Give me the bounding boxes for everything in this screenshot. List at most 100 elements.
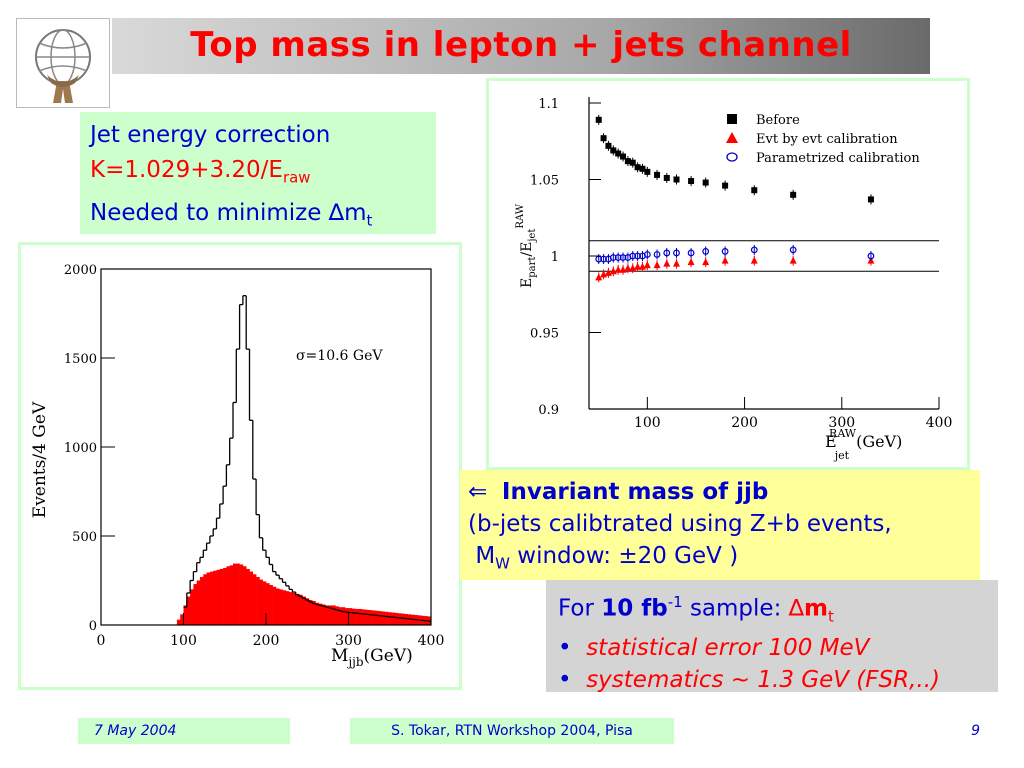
cal-point-before <box>867 196 874 203</box>
cal-point-before <box>688 178 695 185</box>
hist-bar <box>398 613 402 625</box>
cal-x-tick-label: 200 <box>731 415 758 431</box>
hist-bar <box>219 568 224 625</box>
hist-bar <box>328 605 333 625</box>
hist-bar <box>200 576 204 625</box>
hist-bar <box>358 608 362 625</box>
hist-bar <box>305 598 310 625</box>
hist-x-tick-label: 300 <box>335 633 362 649</box>
hist-xlabel-main: M <box>331 646 348 666</box>
cal-point-before <box>751 187 758 194</box>
hist-bar <box>332 605 336 625</box>
minimize-text: Needed to minimize <box>90 199 329 226</box>
legend-circle-icon <box>726 152 738 162</box>
hist-bar <box>272 586 277 625</box>
hist-bar <box>206 572 211 625</box>
hist-bar <box>266 583 270 625</box>
formula-main: K=1.029+3.20/E <box>90 157 283 183</box>
hist-bar <box>236 563 240 625</box>
mw-sub: W <box>495 554 510 573</box>
hist-bar <box>322 604 326 625</box>
hist-bar <box>341 607 346 625</box>
cal-point-evt <box>702 258 710 266</box>
mjjb-histogram-panel: 0 100 200 300 400 0 500 1000 1500 2000 Events/4 G… <box>18 242 462 690</box>
hist-bar <box>256 576 260 625</box>
cal-point-before <box>620 153 627 160</box>
hist-bar <box>381 611 386 625</box>
cal-point-before <box>722 182 729 189</box>
hist-bar <box>239 564 244 625</box>
sample-text: sample: <box>682 595 789 622</box>
cal-point-evt <box>721 256 729 264</box>
hist-bar <box>292 592 296 625</box>
sigma-annotation: σ=10.6 GeV <box>296 348 383 364</box>
cal-point-param <box>629 252 637 260</box>
hist-bar <box>368 610 372 625</box>
cal-point-param <box>619 254 627 261</box>
calibration-note: (b-jets calibtrated using Z+b events, <box>468 511 892 537</box>
cal-point-param <box>609 254 617 261</box>
jet-correction-heading: Jet energy correction <box>90 122 331 148</box>
hist-bar <box>388 612 392 625</box>
invariant-heading-line: ⇐ Invariant mass of jjb <box>468 476 972 508</box>
hist-bar <box>374 610 379 625</box>
cal-point-before <box>634 164 641 171</box>
hist-bar <box>216 569 221 625</box>
legend-label: Before <box>756 113 800 128</box>
hist-xlabel-unit: (GeV) <box>364 646 413 666</box>
cal-y-axis-label: Epart/EjetRAW <box>515 203 538 288</box>
hist-x-axis-label: Mjjb(GeV) <box>331 646 413 669</box>
cal-ylabel-sub1: part <box>527 257 538 278</box>
hist-bar <box>193 584 197 625</box>
cal-point-param <box>653 251 661 258</box>
hist-bar <box>223 568 227 625</box>
cal-xlabel-sub: jet <box>833 449 850 462</box>
cal-x-tick-label: 300 <box>828 415 855 431</box>
cal-point-before <box>644 168 651 175</box>
cal-point-evt <box>595 273 603 281</box>
cal-y-tick-label: 1 <box>551 250 559 265</box>
legend-square-icon <box>727 114 737 124</box>
correction-formula: K=1.029+3.20/Eraw <box>90 153 426 196</box>
t-subscript: t <box>366 211 373 230</box>
formula-sub: raw <box>282 168 311 187</box>
hist-bar <box>361 609 366 625</box>
cal-ylabel-sup: RAW <box>515 203 526 228</box>
hist-bar <box>325 605 329 625</box>
hist-bar <box>401 613 405 625</box>
hist-bar <box>348 608 353 625</box>
calibration-chart-panel: 100 200 300 400 0.9 0.95 1 1.05 1.1 Epart/EjetRA… <box>486 78 970 470</box>
mw-window-line: MW window: ±20 GeV ) <box>468 540 972 580</box>
cal-xlabel-sup: RAW <box>829 427 857 440</box>
cal-point-before <box>624 158 631 165</box>
hist-bar <box>233 563 237 625</box>
cal-legend: Before Evt by evt calibration Parametrized… <box>726 113 920 166</box>
hist-x-tick-label: 0 <box>97 633 106 649</box>
hist-bar <box>407 614 412 625</box>
cal-y-tick-label: 1.1 <box>538 97 559 112</box>
cal-point-param <box>634 252 642 260</box>
cal-xlabel-main: E <box>825 432 837 451</box>
slide-title: Top mass in lepton + jets channel <box>190 25 852 65</box>
cal-point-evt <box>673 259 680 267</box>
atlas-logo <box>16 18 110 108</box>
cal-point-param <box>867 252 875 260</box>
cal-point-before <box>663 174 670 181</box>
for-text: For <box>558 595 602 622</box>
cal-point-param <box>614 254 622 261</box>
hist-bar <box>176 619 181 625</box>
hist-bar <box>312 600 316 625</box>
sample-heading: For 10 fb-1 sample: ∆mt <box>558 586 986 632</box>
hist-y-axis-label: Events/4 GeV <box>30 401 50 518</box>
cal-point-evt <box>750 256 758 264</box>
hist-bar <box>335 606 339 625</box>
left-arrow-icon: ⇐ <box>468 479 488 505</box>
luminosity: 10 fb <box>601 595 668 622</box>
hist-bar <box>275 588 280 625</box>
cal-point-evt <box>687 258 695 266</box>
hist-bar <box>183 605 188 625</box>
bullet-systematics: • systematics ~ 1.3 GeV (FSR,..) <box>558 664 986 696</box>
hist-bar <box>345 608 349 625</box>
cal-point-before <box>639 165 646 172</box>
